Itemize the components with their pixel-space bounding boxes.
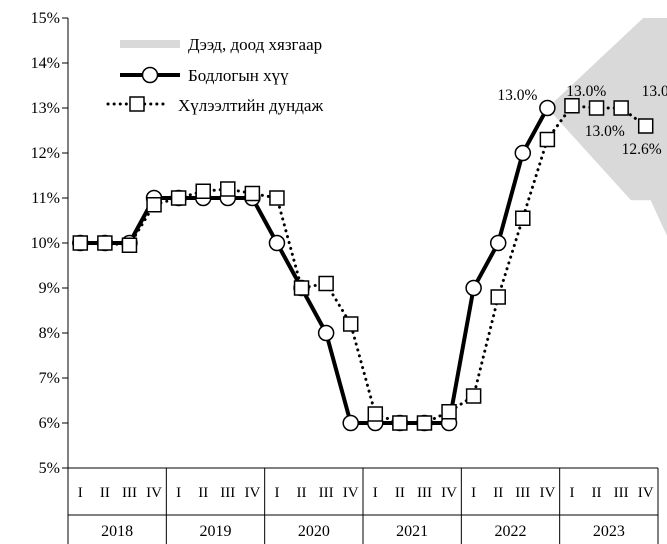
market-expectation-point (293, 280, 310, 296)
y-tick-label: 13% (31, 100, 60, 117)
market-expectation-point (465, 388, 482, 404)
annotations: 13.0%13.0%13.0%13.0%12.6% (497, 83, 667, 158)
quarter-tick-label: IV (343, 485, 359, 501)
legend-policy-marker (141, 66, 159, 84)
market-expectation-point (244, 185, 261, 202)
market-expectation-point (269, 190, 285, 206)
market-expectation-point (97, 235, 113, 251)
policy-rate-point (268, 234, 286, 252)
data-label: 12.6% (622, 141, 662, 158)
quarter-tick-label: III (614, 485, 629, 501)
market-expectation-point (490, 289, 506, 305)
data-label: 13.0% (642, 83, 667, 100)
quarter-tick-label: IV (441, 485, 457, 501)
policy-rate-line (80, 107, 550, 425)
quarter-tick-label: III (417, 485, 432, 501)
quarter-tick-label: IV (244, 485, 260, 501)
y-tick-label: 14% (31, 55, 60, 72)
y-tick-label: 15% (31, 10, 60, 27)
quarter-tick-label: III (515, 485, 530, 501)
year-label: 2019 (200, 523, 232, 540)
year-label: 2023 (593, 523, 625, 540)
series-layer (72, 98, 654, 432)
legend-band-label: Дээд, доод хязгаар (188, 35, 322, 54)
market-expectation-line (78, 104, 648, 425)
market-expectation-point (318, 275, 334, 292)
quarter-tick-label: I (471, 485, 476, 501)
market-expectation-point (121, 237, 138, 253)
legend: Дээд, доод хязгаар Бодлогын хүү Хүлээлти… (106, 35, 323, 115)
market-expectation-point (392, 415, 408, 431)
legend-market-marker (129, 96, 145, 112)
quarter-tick-label: III (220, 485, 235, 501)
year-label: 2021 (396, 523, 428, 540)
market-expectation-point (613, 100, 629, 116)
y-tick-label: 12% (31, 145, 60, 162)
quarter-tick-label: II (100, 485, 110, 501)
year-label: 2018 (101, 523, 133, 540)
market-expectation-point (539, 131, 556, 148)
y-tick-label: 5% (39, 460, 60, 477)
quarter-tick-label: II (297, 485, 307, 501)
y-tick-label: 7% (39, 370, 60, 387)
year-label: 2020 (298, 523, 330, 540)
quarter-tick-label: II (395, 485, 405, 501)
market-expectation-point (515, 210, 531, 226)
market-expectation-point (588, 100, 605, 116)
policy-rate-point (317, 324, 335, 342)
year-label: 2022 (495, 523, 527, 540)
market-expectation-point (146, 197, 162, 213)
quarter-tick-label: IV (146, 485, 162, 501)
y-tick-label: 11% (31, 190, 60, 207)
quarter-tick-label: IV (638, 485, 654, 501)
quarter-tick-label: II (493, 485, 503, 501)
data-label: 13.0% (497, 87, 537, 104)
band-layer (547, 18, 667, 236)
quarter-tick-label: II (592, 485, 602, 501)
market-expectation-point (564, 98, 580, 114)
quarter-tick-label: III (319, 485, 334, 501)
y-tick-label: 10% (31, 235, 60, 252)
y-tick-label: 6% (39, 415, 60, 432)
quarter-tick-label: III (122, 485, 137, 501)
quarter-tick-label: I (373, 485, 378, 501)
market-expectation-point (416, 415, 433, 431)
policy-rate-point (342, 414, 359, 432)
quarter-tick-label: I (176, 485, 181, 501)
quarter-tick-label: II (198, 485, 208, 501)
policy-rate-point (489, 234, 507, 252)
market-expectation-point (441, 404, 457, 420)
market-expectation-point (170, 190, 187, 206)
market-expectation-point (220, 181, 236, 197)
quarter-tick-label: I (569, 485, 574, 501)
quarter-tick-label: I (78, 485, 83, 501)
legend-band-swatch (120, 40, 180, 48)
data-label: 13.0% (585, 123, 625, 140)
quarter-tick-label: IV (539, 485, 555, 501)
data-label: 13.0% (566, 83, 606, 100)
y-tick-label: 9% (39, 280, 60, 297)
market-expectation-point (367, 406, 384, 422)
market-expectation-point (637, 118, 654, 134)
legend-policy-label: Бодлогын хүү (188, 66, 289, 85)
market-expectation-point (195, 183, 211, 199)
policy-rate-point (514, 144, 532, 162)
policy-rate-point (539, 99, 556, 117)
axes: 5%6%7%8%9%10%11%12%13%14%15%I II III IV2018… (31, 10, 659, 544)
y-tick-label: 8% (39, 325, 60, 342)
legend-market-label: Хүлээлтийн дундаж (178, 96, 323, 115)
quarter-tick-label: I (274, 485, 279, 501)
market-expectation-point (72, 235, 89, 251)
band-area (547, 18, 667, 236)
market-expectation-point (342, 316, 359, 332)
policy-rate-point (465, 279, 482, 297)
